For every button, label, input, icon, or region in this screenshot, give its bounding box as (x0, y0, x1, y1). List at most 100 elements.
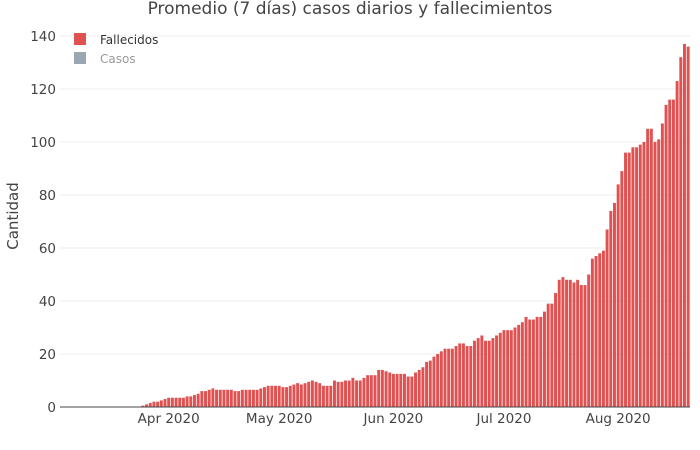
bar[interactable] (395, 373, 399, 408)
bar[interactable] (414, 372, 417, 407)
bar[interactable] (288, 385, 292, 407)
bar[interactable] (259, 388, 263, 407)
bar[interactable] (624, 152, 627, 407)
bar[interactable] (498, 332, 502, 407)
bar[interactable] (204, 391, 207, 407)
bar[interactable] (616, 184, 620, 407)
bar[interactable] (333, 380, 336, 408)
bar[interactable] (170, 397, 174, 407)
bar[interactable] (196, 393, 200, 407)
bar[interactable] (436, 354, 440, 407)
bar[interactable] (215, 389, 219, 407)
bar[interactable] (620, 171, 624, 407)
legend-item-fallecidos[interactable]: Fallecidos (74, 33, 158, 47)
bar[interactable] (539, 316, 543, 407)
bar[interactable] (299, 384, 303, 407)
bar[interactable] (218, 389, 222, 407)
bar[interactable] (200, 391, 204, 407)
bar[interactable] (226, 389, 230, 407)
bar[interactable] (229, 389, 233, 407)
bar[interactable] (590, 258, 594, 407)
bar[interactable] (605, 229, 609, 407)
bar[interactable] (668, 99, 672, 407)
bar[interactable] (347, 380, 351, 408)
bar[interactable] (638, 144, 642, 407)
bar[interactable] (167, 397, 171, 407)
bar[interactable] (524, 316, 528, 407)
bar[interactable] (613, 202, 616, 407)
bar[interactable] (207, 389, 211, 407)
bar[interactable] (609, 210, 613, 407)
bar[interactable] (391, 373, 395, 408)
legend-item-casos[interactable]: Casos (74, 52, 136, 66)
bar[interactable] (152, 401, 156, 407)
bar[interactable] (233, 391, 237, 407)
bar[interactable] (671, 99, 675, 407)
bar[interactable] (443, 348, 447, 407)
bar[interactable] (465, 346, 469, 407)
bar[interactable] (189, 396, 193, 407)
bar[interactable] (487, 340, 491, 407)
bar[interactable] (336, 381, 340, 407)
bar[interactable] (362, 377, 366, 407)
bar[interactable] (373, 375, 377, 407)
bar[interactable] (535, 316, 539, 407)
bar[interactable] (181, 397, 185, 407)
bar[interactable] (377, 369, 381, 407)
bar[interactable] (495, 335, 499, 407)
bar[interactable] (141, 405, 145, 407)
bar[interactable] (325, 385, 329, 407)
bar[interactable] (178, 397, 182, 407)
bar[interactable] (484, 340, 487, 407)
bar[interactable] (561, 277, 565, 407)
bar[interactable] (594, 255, 598, 407)
bar[interactable] (428, 360, 432, 408)
bar[interactable] (211, 388, 215, 407)
bar[interactable] (270, 385, 274, 407)
bar[interactable] (520, 322, 524, 407)
bar[interactable] (351, 377, 355, 407)
bar[interactable] (321, 385, 325, 407)
bar[interactable] (679, 57, 683, 407)
bar[interactable] (274, 385, 277, 407)
bar[interactable] (318, 383, 322, 407)
bar[interactable] (506, 330, 510, 407)
bar[interactable] (450, 348, 454, 407)
bar[interactable] (263, 387, 266, 408)
bar[interactable] (513, 327, 517, 408)
bar[interactable] (145, 404, 149, 407)
bar[interactable] (399, 373, 403, 408)
bar[interactable] (314, 381, 318, 407)
bar[interactable] (469, 346, 473, 407)
bar[interactable] (635, 147, 639, 408)
bar[interactable] (550, 303, 554, 407)
bar[interactable] (403, 373, 406, 408)
bar[interactable] (458, 343, 462, 407)
bar[interactable] (251, 389, 255, 407)
bar[interactable] (576, 279, 580, 407)
legend-label-casos[interactable]: Casos (100, 52, 136, 66)
bar[interactable] (344, 380, 347, 408)
bar[interactable] (546, 303, 550, 407)
bar[interactable] (159, 400, 163, 408)
bar[interactable] (649, 128, 653, 407)
bar[interactable] (248, 389, 252, 407)
bar[interactable] (340, 381, 344, 407)
bar[interactable] (266, 385, 270, 407)
bar[interactable] (565, 279, 569, 407)
bar[interactable] (410, 376, 414, 407)
bar[interactable] (355, 380, 359, 408)
bar[interactable] (417, 369, 421, 407)
bar[interactable] (554, 293, 557, 407)
bar[interactable] (598, 253, 602, 407)
bar[interactable] (568, 279, 572, 407)
bar[interactable] (675, 81, 679, 408)
legend-label-fallecidos[interactable]: Fallecidos (100, 33, 158, 47)
legend[interactable]: Fallecidos Casos (74, 33, 158, 66)
bar[interactable] (281, 387, 285, 408)
bar[interactable] (517, 324, 521, 407)
bar[interactable] (491, 338, 495, 407)
bar[interactable] (255, 389, 259, 407)
bar[interactable] (384, 371, 388, 407)
bar[interactable] (653, 142, 657, 407)
